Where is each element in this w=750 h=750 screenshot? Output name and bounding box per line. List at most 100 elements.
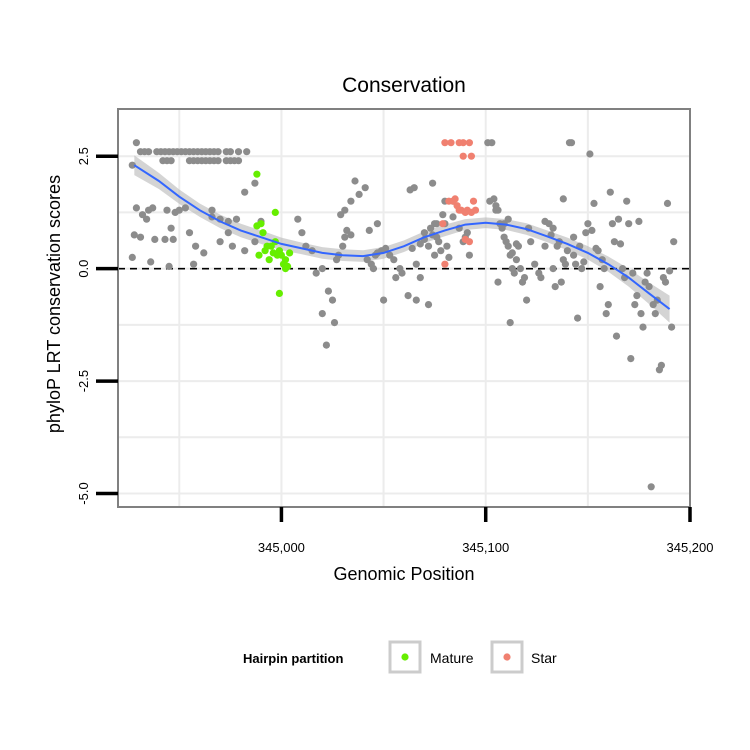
data-point-unpartitioned bbox=[165, 262, 173, 270]
data-point-unpartitioned bbox=[412, 296, 420, 304]
data-point-star bbox=[459, 152, 467, 160]
data-point-unpartitioned bbox=[602, 310, 610, 318]
data-point-unpartitioned bbox=[606, 188, 614, 196]
x-axis-ticks: 345,000 345,100 345,200 bbox=[258, 507, 714, 555]
data-point-unpartitioned bbox=[463, 229, 471, 237]
data-point-mature bbox=[259, 229, 267, 237]
data-point-unpartitioned bbox=[633, 292, 641, 300]
data-point-unpartitioned bbox=[580, 258, 588, 266]
legend-star-dot bbox=[503, 653, 511, 661]
data-point-unpartitioned bbox=[347, 197, 355, 205]
grid-lines bbox=[118, 109, 690, 507]
y-tick-label: -5.0 bbox=[76, 482, 91, 504]
data-point-unpartitioned bbox=[214, 157, 222, 165]
data-point-unpartitioned bbox=[600, 265, 608, 273]
data-point-unpartitioned bbox=[339, 242, 347, 250]
data-point-star bbox=[439, 220, 447, 228]
data-point-unpartitioned bbox=[226, 148, 234, 156]
data-point-unpartitioned bbox=[216, 238, 224, 246]
data-point-star bbox=[447, 139, 455, 147]
data-point-unpartitioned bbox=[668, 323, 676, 331]
data-point-star bbox=[451, 195, 459, 203]
data-point-unpartitioned bbox=[435, 238, 443, 246]
data-point-unpartitioned bbox=[181, 204, 189, 212]
data-point-unpartitioned bbox=[488, 139, 496, 147]
data-point-unpartitioned bbox=[228, 242, 236, 250]
data-point-unpartitioned bbox=[145, 148, 153, 156]
data-point-unpartitioned bbox=[132, 139, 140, 147]
data-point-unpartitioned bbox=[551, 283, 559, 291]
data-point-unpartitioned bbox=[574, 314, 582, 322]
data-point-unpartitioned bbox=[427, 224, 435, 232]
data-point-unpartitioned bbox=[312, 269, 320, 277]
data-point-unpartitioned bbox=[243, 148, 251, 156]
data-point-unpartitioned bbox=[657, 361, 666, 369]
data-point-unpartitioned bbox=[557, 278, 565, 286]
data-point-unpartitioned bbox=[670, 238, 678, 246]
data-point-unpartitioned bbox=[167, 157, 175, 165]
data-point-unpartitioned bbox=[398, 269, 406, 277]
data-point-unpartitioned bbox=[504, 215, 512, 223]
data-point-unpartitioned bbox=[584, 220, 592, 228]
data-point-unpartitioned bbox=[318, 310, 326, 318]
data-point-mature bbox=[253, 170, 261, 178]
data-point-unpartitioned bbox=[549, 265, 557, 273]
data-point-unpartitioned bbox=[328, 296, 337, 304]
data-point-unpartitioned bbox=[510, 269, 518, 277]
data-point-unpartitioned bbox=[355, 190, 363, 198]
data-point-mature bbox=[271, 208, 279, 216]
data-point-star bbox=[459, 139, 467, 147]
data-point-unpartitioned bbox=[516, 265, 525, 273]
data-point-unpartitioned bbox=[494, 278, 502, 286]
data-point-unpartitioned bbox=[588, 226, 596, 234]
data-point-unpartitioned bbox=[143, 215, 151, 223]
data-point-unpartitioned bbox=[380, 296, 388, 304]
data-point-unpartitioned bbox=[420, 229, 428, 237]
x-tick-label: 345,200 bbox=[667, 540, 714, 555]
data-point-unpartitioned bbox=[365, 226, 373, 234]
y-tick-label: 0.0 bbox=[76, 260, 91, 278]
legend-mature-dot bbox=[401, 653, 409, 661]
data-point-unpartitioned bbox=[443, 242, 451, 250]
smooth-trend-line bbox=[133, 164, 671, 310]
data-point-unpartitioned bbox=[410, 184, 418, 192]
data-point-unpartitioned bbox=[169, 235, 177, 243]
data-point-mature bbox=[281, 265, 290, 273]
data-point-unpartitioned bbox=[492, 206, 500, 214]
data-point-unpartitioned bbox=[424, 242, 433, 250]
data-point-unpartitioned bbox=[408, 244, 416, 252]
data-point-unpartitioned bbox=[214, 148, 222, 156]
data-point-unpartitioned bbox=[294, 215, 302, 223]
data-point-unpartitioned bbox=[619, 265, 627, 273]
plot-panel-border bbox=[117, 108, 691, 508]
data-point-unpartitioned bbox=[635, 217, 643, 225]
data-point-mature bbox=[286, 249, 294, 257]
data-point-mature bbox=[281, 256, 290, 264]
confidence-band bbox=[134, 155, 670, 323]
data-point-unpartitioned bbox=[504, 242, 512, 250]
data-point-unpartitioned bbox=[324, 287, 332, 295]
data-point-unpartitioned bbox=[431, 251, 439, 259]
data-point-unpartitioned bbox=[614, 215, 623, 223]
data-point-unpartitioned bbox=[330, 319, 339, 327]
y-axis-title: phyloP LRT conservation scores bbox=[44, 175, 64, 433]
data-point-unpartitioned bbox=[512, 240, 521, 248]
data-point-unpartitioned bbox=[549, 224, 557, 232]
x-tick-label: 345,000 bbox=[258, 540, 305, 555]
data-point-star bbox=[469, 197, 478, 205]
data-point-unpartitioned bbox=[130, 231, 138, 239]
data-point-unpartitioned bbox=[651, 310, 659, 318]
data-point-unpartitioned bbox=[586, 150, 594, 158]
x-tick-label: 345,100 bbox=[462, 540, 509, 555]
y-tick-label: 2.5 bbox=[76, 147, 91, 165]
data-point-unpartitioned bbox=[167, 224, 175, 232]
data-point-unpartitioned bbox=[623, 197, 631, 205]
data-point-unpartitioned bbox=[643, 269, 651, 277]
data-point-unpartitioned bbox=[639, 323, 647, 331]
data-point-unpartitioned bbox=[582, 229, 590, 237]
data-point-unpartitioned bbox=[563, 247, 572, 255]
smooth-line-path bbox=[133, 164, 671, 310]
data-point-unpartitioned bbox=[629, 269, 637, 277]
data-point-unpartitioned bbox=[570, 233, 578, 241]
